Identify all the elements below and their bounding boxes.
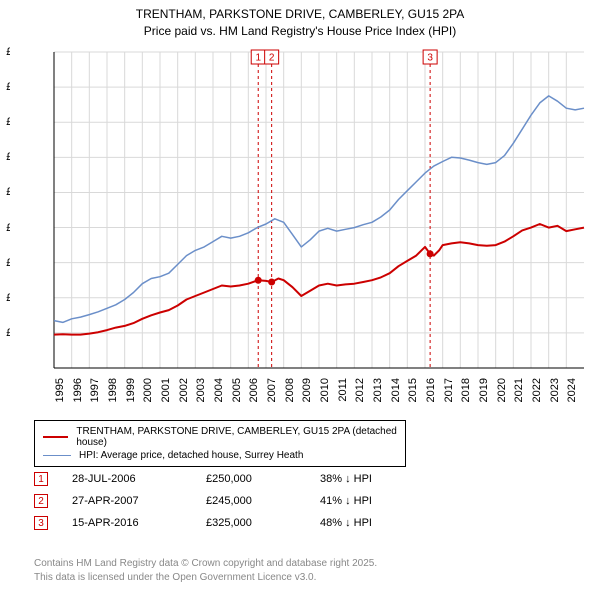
chart-svg: 12 3 — [10, 46, 590, 376]
event-row: 2 27-APR-2007 £245,000 41% ↓ HPI — [34, 490, 372, 512]
x-tick-label: 1997 — [89, 378, 101, 402]
chart-area: 12 3 — [10, 46, 590, 376]
event-row: 1 28-JUL-2006 £250,000 38% ↓ HPI — [34, 468, 372, 490]
x-tick-label: 2010 — [319, 378, 331, 402]
x-tick-label: 1996 — [72, 378, 84, 402]
x-tick-label: 2011 — [337, 378, 349, 402]
x-tick-label: 2023 — [549, 378, 561, 402]
legend-label: HPI: Average price, detached house, Surr… — [79, 450, 303, 461]
x-tick-label: 1995 — [54, 378, 66, 402]
x-tick-label: 2001 — [160, 378, 172, 402]
attribution-line-2: This data is licensed under the Open Gov… — [34, 571, 377, 585]
x-tick-label: 2020 — [496, 378, 508, 402]
event-date: 15-APR-2016 — [72, 517, 182, 529]
x-tick-label: 2003 — [195, 378, 207, 402]
legend-label: TRENTHAM, PARKSTONE DRIVE, CAMBERLEY, GU… — [76, 426, 397, 448]
x-tick-label: 2007 — [266, 378, 278, 402]
x-tick-label: 2004 — [213, 378, 225, 402]
x-tick-label: 2013 — [372, 378, 384, 402]
x-tick-label: 2009 — [301, 378, 313, 402]
event-diff: 38% ↓ HPI — [320, 473, 372, 485]
event-date: 28-JUL-2006 — [72, 473, 182, 485]
x-tick-label: 2008 — [284, 378, 296, 402]
event-diff: 48% ↓ HPI — [320, 517, 372, 529]
event-marker: 2 — [34, 494, 48, 508]
event-diff: 41% ↓ HPI — [320, 495, 372, 507]
x-tick-label: 2016 — [425, 378, 437, 402]
event-marker: 1 — [34, 472, 48, 486]
x-tick-label: 2018 — [460, 378, 472, 402]
x-tick-label: 2012 — [354, 378, 366, 402]
legend-swatch — [43, 455, 71, 456]
x-tick-label: 1999 — [125, 378, 137, 402]
svg-text:2: 2 — [269, 53, 275, 64]
legend-row: TRENTHAM, PARKSTONE DRIVE, CAMBERLEY, GU… — [43, 425, 397, 449]
x-tick-label: 2022 — [531, 378, 543, 402]
event-price: £250,000 — [206, 473, 296, 485]
x-tick-label: 2005 — [231, 378, 243, 402]
x-tick-label: 2017 — [443, 378, 455, 402]
event-marker: 3 — [34, 516, 48, 530]
x-tick-label: 2019 — [478, 378, 490, 402]
attribution-text: Contains HM Land Registry data © Crown c… — [34, 557, 377, 584]
legend-box: TRENTHAM, PARKSTONE DRIVE, CAMBERLEY, GU… — [34, 420, 406, 467]
chart-title: TRENTHAM, PARKSTONE DRIVE, CAMBERLEY, GU… — [0, 0, 600, 40]
event-row: 3 15-APR-2016 £325,000 48% ↓ HPI — [34, 512, 372, 534]
svg-text:1: 1 — [255, 53, 261, 64]
x-tick-label: 2006 — [248, 378, 260, 402]
attribution-line-1: Contains HM Land Registry data © Crown c… — [34, 557, 377, 571]
title-line-2: Price paid vs. HM Land Registry's House … — [0, 23, 600, 40]
x-tick-label: 2021 — [513, 378, 525, 402]
title-line-1: TRENTHAM, PARKSTONE DRIVE, CAMBERLEY, GU… — [0, 6, 600, 23]
x-tick-label: 2002 — [178, 378, 190, 402]
event-price: £325,000 — [206, 517, 296, 529]
x-tick-label: 2014 — [390, 378, 402, 402]
events-table: 1 28-JUL-2006 £250,000 38% ↓ HPI 2 27-APR-200… — [34, 468, 372, 534]
x-tick-label: 2024 — [566, 378, 578, 402]
event-price: £245,000 — [206, 495, 296, 507]
x-axis-labels: 1995 1996 1997 1998 1999 2000 2001 2002 2003 2004… — [54, 378, 586, 418]
event-date: 27-APR-2007 — [72, 495, 182, 507]
svg-text:3: 3 — [427, 53, 433, 64]
legend-row: HPI: Average price, detached house, Surr… — [43, 449, 397, 462]
legend-swatch — [43, 436, 68, 438]
x-tick-label: 2015 — [407, 378, 419, 402]
x-tick-label: 1998 — [107, 378, 119, 402]
x-tick-label: 2000 — [142, 378, 154, 402]
